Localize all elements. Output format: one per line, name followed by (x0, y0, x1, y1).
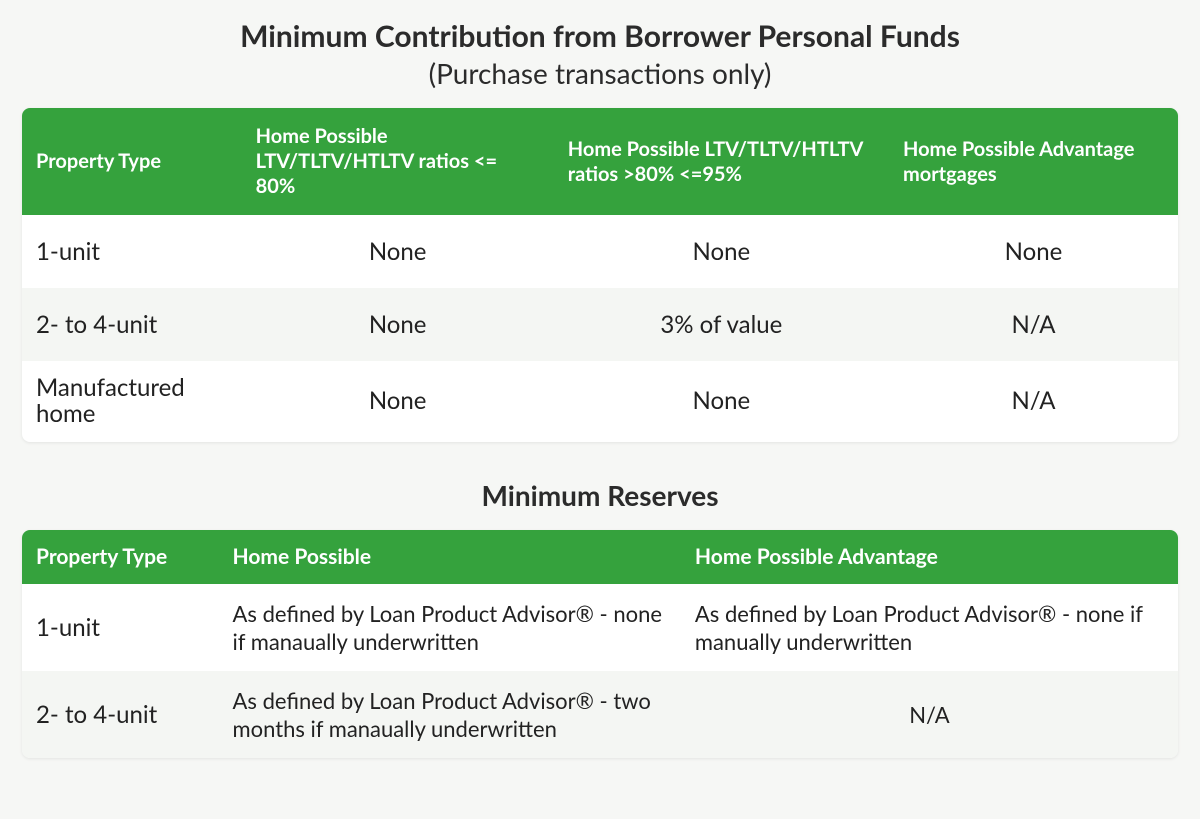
section-gap (22, 442, 1178, 478)
table2-cell: As defined by Loan Product Advisor® - no… (219, 584, 681, 671)
table2-col-advantage: Home Possible Advantage (681, 530, 1178, 584)
table1-card: Property Type Home Possible LTV/TLTV/HTL… (22, 108, 1178, 442)
table2: Property Type Home Possible Home Possibl… (22, 530, 1178, 758)
table1-cell: None (242, 288, 554, 361)
table2-col-property-type: Property Type (22, 530, 219, 584)
table1-col-property-type: Property Type (22, 108, 242, 215)
table1-cell: 1-unit (22, 215, 242, 288)
table1-header-row: Property Type Home Possible LTV/TLTV/HTL… (22, 108, 1178, 215)
table1-cell: None (889, 215, 1178, 288)
table1-subtitle: (Purchase transactions only) (22, 56, 1178, 90)
page-wrapper: Minimum Contribution from Borrower Perso… (0, 0, 1200, 780)
table-row: 2- to 4-unit None 3% of value N/A (22, 288, 1178, 361)
table-row: Manufactured home None None N/A (22, 361, 1178, 442)
table2-card: Property Type Home Possible Home Possibl… (22, 530, 1178, 758)
table2-cell: 2- to 4-unit (22, 671, 219, 758)
table1-cell: N/A (889, 361, 1178, 442)
table2-title: Minimum Reserves (22, 478, 1178, 512)
table2-cell: As defined by Loan Product Advisor® - tw… (219, 671, 681, 758)
table1-cell: 2- to 4-unit (22, 288, 242, 361)
table1-cell: Manufactured home (22, 361, 242, 442)
table1-cell: 3% of value (554, 288, 889, 361)
table1-cell: None (554, 361, 889, 442)
table1-cell: None (242, 215, 554, 288)
table1-col-ltv-le-80: Home Possible LTV/TLTV/HTLTV ratios <= 8… (242, 108, 554, 215)
table2-cell: 1-unit (22, 584, 219, 671)
table-row: 2- to 4-unit As defined by Loan Product … (22, 671, 1178, 758)
table1-cell: None (242, 361, 554, 442)
table1-col-advantage: Home Possible Advantage mortgages (889, 108, 1178, 215)
table1: Property Type Home Possible LTV/TLTV/HTL… (22, 108, 1178, 442)
table-row: 1-unit As defined by Loan Product Adviso… (22, 584, 1178, 671)
table1-title-block: Minimum Contribution from Borrower Perso… (22, 18, 1178, 90)
table-row: 1-unit None None None (22, 215, 1178, 288)
table2-col-home-possible: Home Possible (219, 530, 681, 584)
table1-cell: None (554, 215, 889, 288)
table1-title: Minimum Contribution from Borrower Perso… (22, 18, 1178, 54)
table1-col-ltv-80-95: Home Possible LTV/TLTV/HTLTV ratios >80%… (554, 108, 889, 215)
table2-header-row: Property Type Home Possible Home Possibl… (22, 530, 1178, 584)
table2-cell: As defined by Loan Product Advisor® - no… (681, 584, 1178, 671)
table2-cell: N/A (681, 671, 1178, 758)
table1-cell: N/A (889, 288, 1178, 361)
